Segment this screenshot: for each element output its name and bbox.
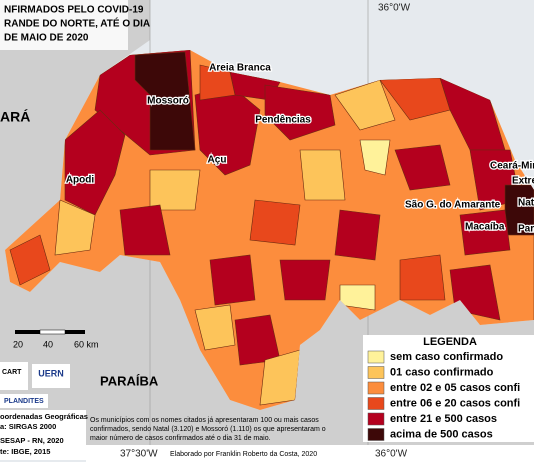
credits: oordenadas Geográficas a: SIRGAS 2000 SE…	[0, 410, 88, 460]
place-label: Nat	[518, 198, 534, 209]
scale-bar: 20 40 60 km	[13, 329, 99, 349]
title-box: NFIRMADOS PELO COVID-19 RANDE DO NORTE, …	[0, 0, 150, 50]
credit: te: IBGE, 2015	[0, 447, 50, 456]
author: Elaborado por Franklin Roberto da Costa,…	[170, 451, 317, 458]
place-label: Extre	[512, 176, 534, 187]
note-line: maior número de casos confirmados até o …	[90, 435, 271, 442]
legend-label: entre 21 e 500 casos	[390, 413, 497, 425]
place-label: São G. do Amarante	[405, 200, 501, 211]
scale-label: 60 km	[74, 339, 99, 349]
logos: CART UERN PLANDITES	[0, 362, 70, 408]
legend-swatch	[367, 381, 385, 395]
place-label: Apodi	[66, 175, 95, 186]
logo: CART	[2, 369, 22, 376]
legend-swatch	[367, 397, 385, 410]
scale-label: 40	[43, 339, 53, 349]
place-label: Mossoró	[147, 96, 189, 107]
graticule-label: 36°0'W	[378, 3, 411, 14]
legend-label: 01 caso confirmado	[390, 366, 494, 378]
place-label: Pendências	[255, 115, 311, 126]
title-line: NFIRMADOS PELO COVID-19	[4, 5, 144, 16]
ceara	[0, 0, 150, 250]
legend-label: entre 02 e 05 casos confi	[390, 382, 520, 394]
graticule-label: 37°30'W	[120, 449, 158, 460]
title-line: DE MAIO DE 2020	[4, 33, 89, 44]
note-line: confirmados, sendo Natal (3.120) e Mosso…	[90, 426, 326, 433]
place-label: Açu	[208, 155, 227, 166]
neighbor-label: PARAÍBA	[100, 373, 159, 388]
footer	[86, 445, 534, 462]
credit: a: SIRGAS 2000	[0, 422, 56, 431]
logo: PLANDITES	[4, 398, 44, 405]
title-line: RANDE DO NORTE, ATÉ O DIA	[4, 17, 150, 30]
credit: SESAP - RN, 2020	[0, 436, 64, 445]
scale-label: 20	[13, 339, 23, 349]
neighbor-label: ARÁ	[0, 109, 30, 125]
note-line: Os municípios com os nomes citados já ap…	[90, 417, 319, 424]
legend-label: sem caso confirmado	[390, 351, 503, 363]
legend-label: entre 06 e 20 casos confi	[390, 397, 520, 409]
legend-swatch	[367, 350, 385, 364]
legend-swatch	[367, 428, 385, 441]
place-label: Areia Branca	[209, 63, 271, 74]
note: Os municípios com os nomes citados já ap…	[90, 417, 326, 442]
place-label: Macaíba	[465, 222, 505, 233]
legend-swatch	[367, 412, 385, 426]
graticule-label: 36°0'W	[375, 449, 408, 460]
logo: UERN	[38, 368, 64, 378]
credit: oordenadas Geográficas	[0, 412, 88, 421]
place-label: Parn	[518, 224, 534, 235]
legend: LEGENDA sem caso confirmado 01 caso confi…	[363, 335, 534, 442]
legend-swatch	[367, 366, 385, 379]
legend-label: acima de 500 casos	[390, 428, 493, 440]
place-label: Ceará-Mir	[490, 161, 534, 172]
legend-title: LEGENDA	[423, 336, 477, 348]
